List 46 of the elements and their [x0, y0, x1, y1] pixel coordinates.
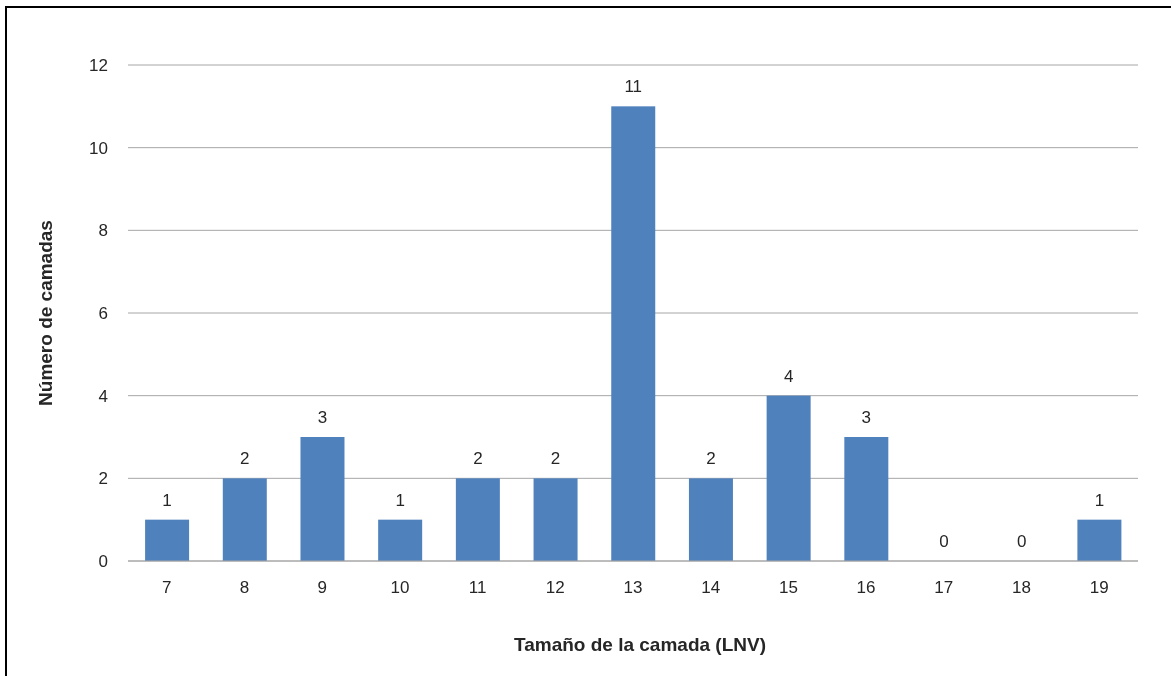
- data-label: 11: [624, 77, 643, 97]
- x-tick-label: 14: [701, 578, 721, 598]
- x-tick-label: 8: [239, 578, 250, 598]
- y-tick-label: 0: [98, 552, 108, 572]
- data-label: 2: [473, 449, 483, 469]
- data-label: 1: [162, 490, 172, 510]
- x-tick-label: 19: [1089, 578, 1109, 598]
- y-tick-label: 10: [89, 138, 108, 158]
- bar: [844, 437, 889, 561]
- data-label: 4: [783, 366, 794, 386]
- y-tick-label: 4: [98, 386, 108, 406]
- data-label: 2: [550, 449, 561, 469]
- data-label: 2: [706, 449, 716, 469]
- x-axis-title: Tamaño de la camada (LNV): [514, 634, 766, 655]
- x-tick-label: 10: [390, 578, 410, 598]
- data-label: 0: [1016, 532, 1027, 551]
- x-tick-label: 9: [317, 578, 327, 598]
- bar: [688, 478, 733, 561]
- x-tick-label: 13: [623, 578, 643, 598]
- data-label: 3: [317, 408, 328, 427]
- data-label: 2: [240, 449, 250, 469]
- bar: [766, 395, 811, 561]
- x-tick-label: 17: [934, 578, 954, 598]
- bar: [455, 478, 500, 561]
- x-tick-label: 11: [468, 578, 487, 598]
- x-tick-label: 15: [778, 578, 798, 598]
- bar: [378, 519, 423, 561]
- y-axis-title: Número de camadas: [35, 220, 56, 406]
- x-tick-label: 7: [162, 578, 172, 598]
- bar: [611, 106, 656, 561]
- y-tick-label: 6: [98, 304, 108, 324]
- data-label: 1: [395, 490, 405, 510]
- data-label: 0: [939, 532, 949, 551]
- y-tick-label: 2: [98, 469, 108, 489]
- y-tick-label: 8: [98, 221, 108, 241]
- data-label: 1: [1094, 490, 1105, 510]
- bar: [1077, 519, 1122, 561]
- bar: [222, 478, 267, 561]
- x-tick-label: 18: [1012, 578, 1031, 598]
- y-tick-label: 12: [89, 56, 108, 76]
- x-tick-label: 12: [545, 578, 565, 598]
- bar: [145, 519, 190, 561]
- bar: [533, 478, 578, 561]
- x-tick-label: 16: [856, 578, 876, 598]
- data-label: 3: [861, 408, 872, 427]
- bar: [300, 437, 345, 561]
